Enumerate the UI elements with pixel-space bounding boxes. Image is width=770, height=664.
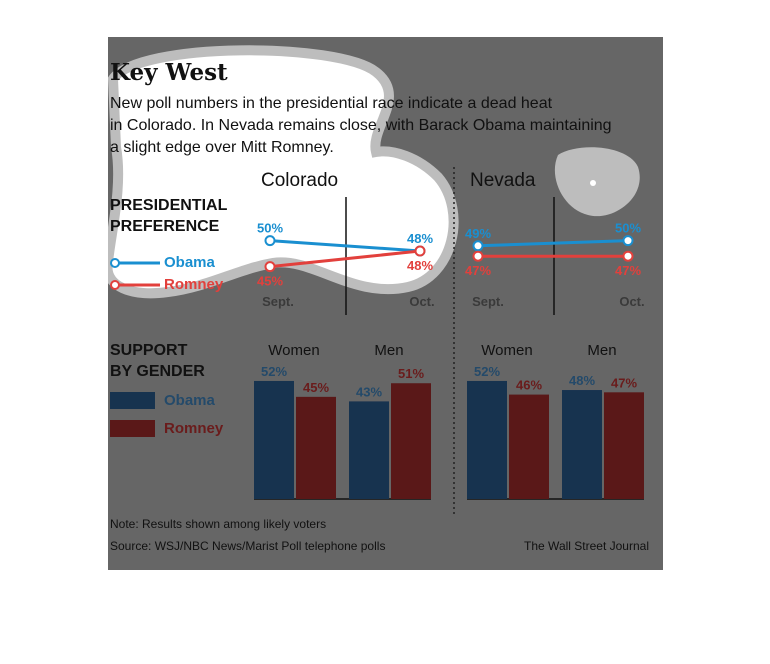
- nevada-romney-point-1: [622, 250, 634, 262]
- subtitle-line-3: a slight edge over Mitt Romney.: [110, 139, 334, 156]
- colorado-romney-label-1: 48%: [407, 258, 433, 273]
- nevada-women-romney-bar: [509, 394, 549, 499]
- colorado-women-romney-label: 45%: [303, 380, 329, 395]
- legend-line-obama-marker: [110, 258, 120, 268]
- chart-canvas: Colorado Sept. Oct. 50% 48% 45% 48% Nevada Sept.…: [108, 45, 645, 517]
- legend-bar-romney: Romney: [164, 420, 224, 437]
- nevada-obama-point-0: [472, 240, 484, 252]
- gender-label: SUPPORT BY GENDER: [110, 340, 205, 382]
- colorado-women-obama-bar: [254, 380, 294, 499]
- nevada-men-obama-bar: [562, 390, 602, 499]
- infographic-panel: Colorado Sept. Oct. 50% 48% 45% 48% Nevada Sept.…: [108, 37, 663, 570]
- subtitle-line-1: New poll numbers in the presidential rac…: [110, 95, 553, 112]
- colorado-bar-category-women: Women: [268, 342, 319, 359]
- nevada-obama-label-0: 49%: [465, 226, 491, 241]
- preference-label: PRESIDENTIAL PREFERENCE: [110, 195, 227, 237]
- colorado-x-tick-0: Sept.: [262, 294, 294, 309]
- credit: The Wall Street Journal: [524, 539, 649, 553]
- legend-line-romney: Romney: [164, 276, 224, 293]
- nevada-romney-label-1: 47%: [615, 263, 641, 278]
- nevada-women-romney-label: 46%: [516, 378, 542, 393]
- nevada-bar-category-men: Men: [587, 342, 616, 359]
- note: Note: Results shown among likely voters: [110, 517, 327, 531]
- highlight-spot: [554, 147, 640, 217]
- nevada-obama-line: [477, 239, 629, 248]
- colorado-obama-label-0: 50%: [257, 221, 283, 236]
- preference-label-line-2: PREFERENCE: [110, 218, 220, 235]
- colorado-romney-label-0: 45%: [257, 274, 283, 289]
- nevada-obama-point-1: [622, 235, 634, 247]
- colorado-obama-label-1: 48%: [407, 231, 433, 246]
- nevada-women-obama-bar: [467, 380, 507, 499]
- colorado-men-obama-bar: [349, 401, 389, 499]
- colorado-men-romney-label: 51%: [398, 366, 424, 381]
- legend-bar-obama-swatch: [110, 392, 155, 409]
- legend-line-romney-marker: [110, 280, 120, 290]
- nevada-x-tick-0: Sept.: [472, 294, 504, 309]
- source: Source: WSJ/NBC News/Marist Poll telepho…: [110, 539, 386, 553]
- nevada-bar-category-women: Women: [481, 342, 532, 359]
- nevada-men-romney-bar: [604, 392, 644, 499]
- legend-bar-romney-swatch: [110, 420, 155, 437]
- colorado-obama-point-0: [264, 235, 276, 247]
- nevada-women-obama-label: 52%: [474, 364, 500, 379]
- colorado-women-romney-bar: [296, 396, 336, 499]
- highlight-dot: [590, 180, 596, 186]
- nevada-romney-label-0: 47%: [465, 263, 491, 278]
- gender-label-line-1: SUPPORT: [110, 342, 188, 359]
- nevada-men-romney-label: 47%: [611, 375, 637, 390]
- gender-label-line-2: BY GENDER: [110, 363, 205, 380]
- colorado-men-romney-bar: [391, 383, 431, 499]
- colorado-obama-line: [269, 239, 421, 253]
- page-title: Key West: [110, 59, 228, 86]
- nevada-line-title: Nevada: [470, 170, 536, 191]
- nevada-x-tick-1: Oct.: [619, 294, 644, 309]
- nevada-romney-point-0: [472, 250, 484, 262]
- legend-bar-obama: Obama: [164, 392, 215, 409]
- colorado-romney-point-0: [264, 261, 276, 273]
- nevada-obama-label-1: 50%: [615, 221, 641, 236]
- colorado-men-obama-label: 43%: [356, 384, 382, 399]
- colorado-romney-line: [269, 249, 421, 269]
- colorado-x-tick-1: Oct.: [409, 294, 434, 309]
- colorado-bar-category-men: Men: [374, 342, 403, 359]
- preference-label-line-1: PRESIDENTIAL: [110, 197, 228, 214]
- colorado-women-obama-label: 52%: [261, 364, 287, 379]
- legend-line-obama: Obama: [164, 254, 215, 271]
- nevada-men-obama-label: 48%: [569, 373, 595, 388]
- colorado-romney-point-1: [414, 245, 426, 257]
- colorado-line-title: Colorado: [261, 170, 338, 191]
- subtitle-line-2: in Colorado. In Nevada remains close, wi…: [110, 117, 612, 134]
